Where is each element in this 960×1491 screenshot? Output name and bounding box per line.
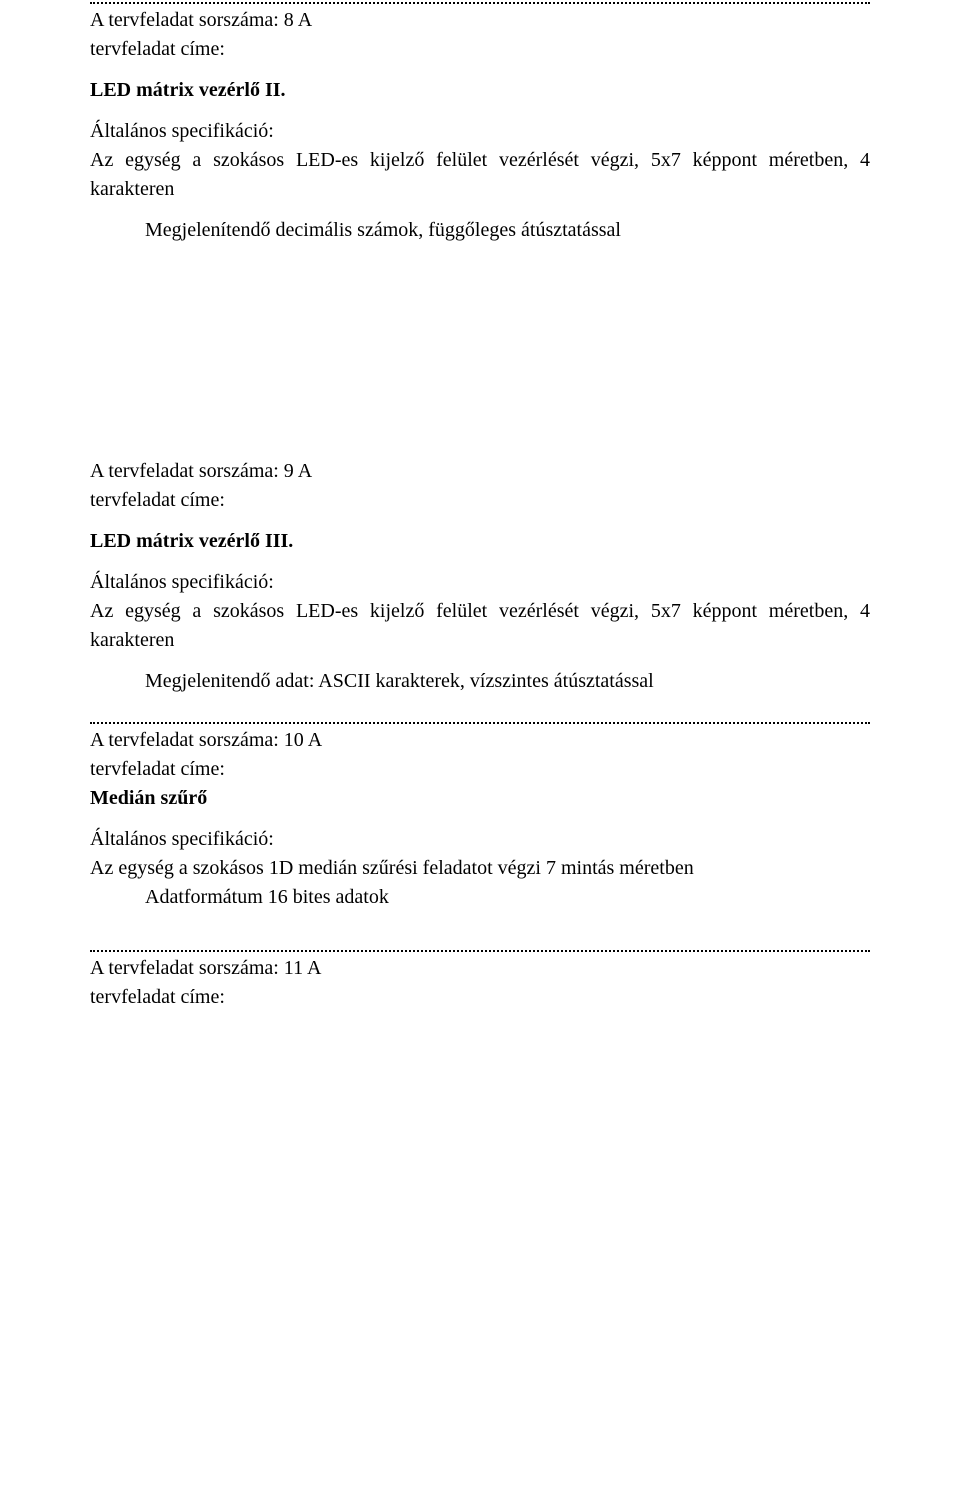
task-block: A tervfeladat sorszáma: 11 A tervfeladat… xyxy=(90,954,870,1012)
task-title: Medián szűrő xyxy=(90,784,870,813)
task-number: A tervfeladat sorszáma: 10 A xyxy=(90,726,870,755)
task-block: A tervfeladat sorszáma: 9 A tervfeladat … xyxy=(90,457,870,696)
separator xyxy=(90,950,870,952)
spec-indent-line: Megjelenítendő decimális számok, függőle… xyxy=(90,216,870,245)
spec-body: Az egység a szokásos LED-es kijelző felü… xyxy=(90,597,870,655)
spec-body: Az egység a szokásos 1D medián szűrési f… xyxy=(90,854,870,883)
spec-heading: Általános specifikáció: xyxy=(90,825,870,854)
task-block: A tervfeladat sorszáma: 8 A tervfeladat … xyxy=(90,6,870,245)
task-title-label: tervfeladat címe: xyxy=(90,35,870,64)
task-number: A tervfeladat sorszáma: 8 A xyxy=(90,6,870,35)
spec-heading: Általános specifikáció: xyxy=(90,117,870,146)
task-number: A tervfeladat sorszáma: 9 A xyxy=(90,457,870,486)
task-title: LED mátrix vezérlő III. xyxy=(90,527,870,556)
task-title-label: tervfeladat címe: xyxy=(90,755,870,784)
spec-indent-line: Adatformátum 16 bites adatok xyxy=(90,883,870,912)
task-block: A tervfeladat sorszáma: 10 A tervfeladat… xyxy=(90,726,870,912)
spec-body: Az egység a szokásos LED-es kijelző felü… xyxy=(90,146,870,204)
separator xyxy=(90,2,870,4)
task-title-label: tervfeladat címe: xyxy=(90,983,870,1012)
task-title: LED mátrix vezérlő II. xyxy=(90,76,870,105)
spec-heading: Általános specifikáció: xyxy=(90,568,870,597)
task-number: A tervfeladat sorszáma: 11 A xyxy=(90,954,870,983)
task-title-label: tervfeladat címe: xyxy=(90,486,870,515)
separator xyxy=(90,722,870,724)
spec-indent-line: Megjelenitendő adat: ASCII karakterek, v… xyxy=(90,667,870,696)
